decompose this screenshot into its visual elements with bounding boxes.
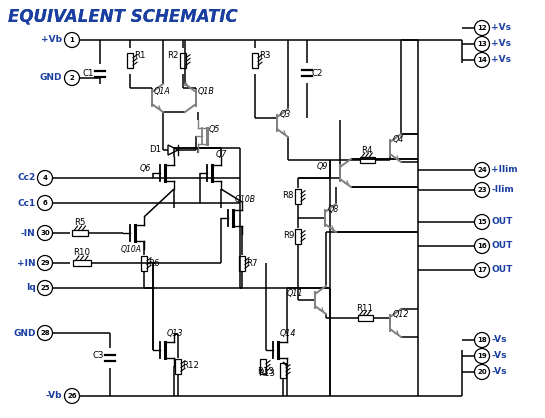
Text: 25: 25 [40,285,50,291]
Text: EQUIVALENT SCHEMATIC: EQUIVALENT SCHEMATIC [8,8,238,26]
Text: Q7: Q7 [216,150,227,159]
Text: 6: 6 [43,200,47,206]
Bar [260,359,266,374]
Text: GND: GND [40,74,63,82]
Text: OUT: OUT [492,242,513,250]
Text: Q5: Q5 [209,125,220,134]
Text: Q10A: Q10A [120,245,142,254]
Text: 28: 28 [40,330,50,336]
Bar [73,260,91,266]
Text: 23: 23 [477,187,487,193]
Bar [141,255,147,270]
Text: Q6: Q6 [140,165,151,173]
Text: -Vs: -Vs [492,352,507,360]
Text: -Vs: -Vs [492,367,507,377]
Text: 14: 14 [477,57,487,63]
Text: 1: 1 [70,37,75,43]
Bar [280,362,286,377]
Bar [175,359,181,374]
Text: Q1A: Q1A [154,87,171,96]
Text: Q8: Q8 [328,205,340,214]
Text: R2: R2 [167,51,179,61]
Text: Q9: Q9 [317,162,328,171]
Text: C3: C3 [93,352,104,360]
Text: -Ilim: -Ilim [492,186,514,194]
Text: OUT: OUT [492,265,513,275]
Text: +Vb: +Vb [41,36,63,44]
Text: 26: 26 [67,393,77,399]
Text: Q14: Q14 [280,329,296,338]
Text: 2: 2 [70,75,74,81]
Text: R5: R5 [74,218,86,227]
Bar [127,53,133,67]
Text: 24: 24 [477,167,487,173]
Text: Q11: Q11 [287,289,303,298]
Text: 17: 17 [477,267,487,273]
Text: 4: 4 [43,175,47,181]
Text: Iq: Iq [26,283,35,293]
Text: EQUIVALENT SCHEMATIC: EQUIVALENT SCHEMATIC [8,8,238,26]
Text: 29: 29 [40,260,50,266]
Text: R6: R6 [148,258,160,268]
Bar [295,189,301,204]
Text: R8: R8 [282,191,294,201]
Bar [358,315,372,321]
Text: R7: R7 [246,258,257,268]
Text: Q12: Q12 [393,310,409,319]
Text: 20: 20 [477,369,487,375]
Text: Cc1: Cc1 [17,199,35,207]
Text: C1: C1 [82,69,94,79]
Text: R3: R3 [259,51,270,61]
Text: +Ilim: +Ilim [492,166,518,174]
Text: Cc2: Cc2 [17,173,35,183]
Bar [252,53,258,67]
Text: GND: GND [13,329,35,337]
Text: R13: R13 [257,367,274,375]
Text: R9: R9 [283,232,294,240]
Bar [72,230,88,236]
Text: D1: D1 [149,145,161,155]
Text: R1: R1 [134,51,146,61]
Bar [180,53,186,67]
Text: Q13: Q13 [167,329,184,338]
Text: 15: 15 [477,219,487,225]
Text: +Vs: +Vs [492,23,512,33]
Text: R13: R13 [258,369,275,377]
Text: 18: 18 [477,337,487,343]
Text: -Vb: -Vb [46,392,63,400]
Text: 19: 19 [477,353,487,359]
Text: +IN: +IN [17,258,35,268]
Text: -IN: -IN [21,229,35,237]
Text: 30: 30 [40,230,50,236]
Bar [295,229,301,244]
Text: R4: R4 [361,146,373,155]
Text: R11: R11 [356,304,373,313]
Text: Q3: Q3 [280,110,292,119]
Text: 12: 12 [477,25,487,31]
Text: C2: C2 [312,69,324,77]
Text: Q4: Q4 [393,135,404,144]
Text: Q10B: Q10B [235,195,256,204]
Text: +Vs: +Vs [492,39,512,48]
Bar [239,255,245,270]
Text: 13: 13 [477,41,487,47]
Text: Q1B: Q1B [198,87,215,96]
Text: OUT: OUT [492,217,513,227]
Text: +Vs: +Vs [492,56,512,64]
Text: R10: R10 [74,248,90,257]
Text: 16: 16 [477,243,487,249]
Text: R12: R12 [182,362,199,370]
Text: -Vs: -Vs [492,336,507,344]
Bar [360,157,374,163]
